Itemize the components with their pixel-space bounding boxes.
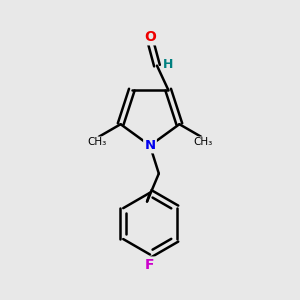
Text: CH₃: CH₃ bbox=[88, 137, 107, 147]
Text: CH₃: CH₃ bbox=[193, 137, 212, 147]
Text: H: H bbox=[163, 58, 173, 71]
Text: F: F bbox=[145, 258, 155, 272]
Text: N: N bbox=[144, 139, 156, 152]
Text: O: O bbox=[145, 30, 156, 44]
